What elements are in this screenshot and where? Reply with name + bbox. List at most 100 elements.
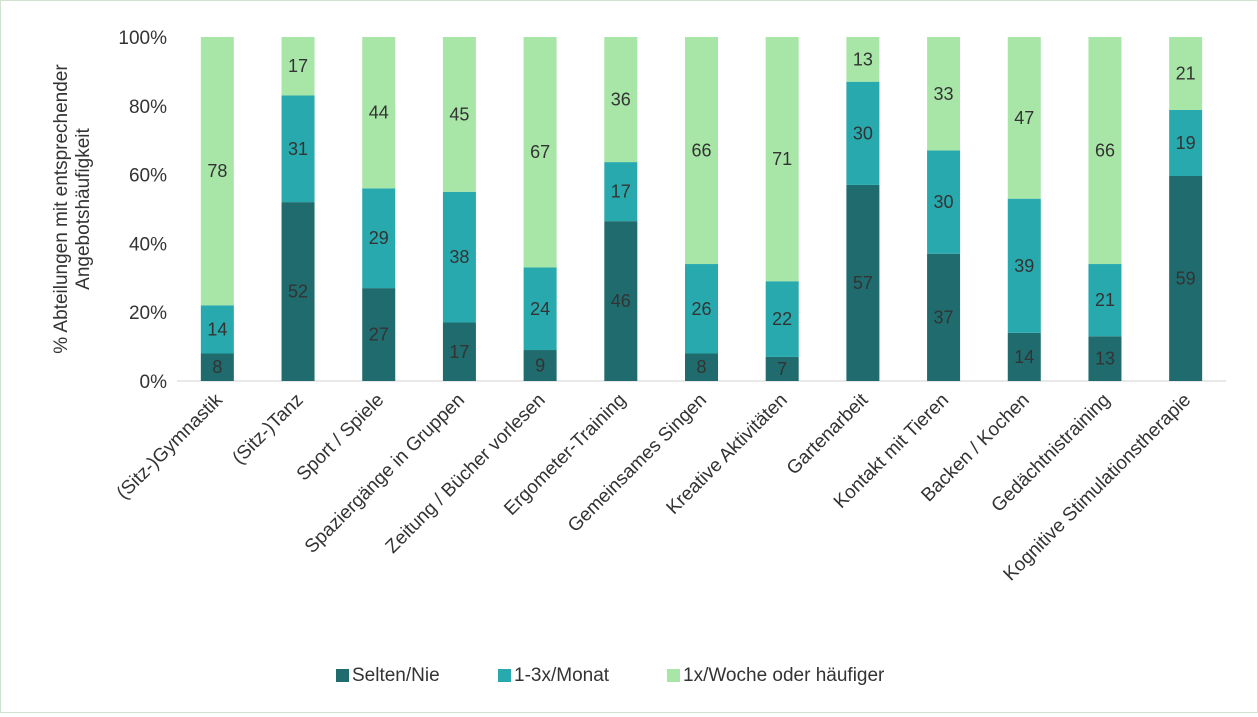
- data-label: 24: [530, 299, 550, 319]
- data-label: 17: [449, 342, 469, 362]
- legend-label: 1x/Woche oder häufiger: [683, 665, 885, 686]
- bar-segment: [1169, 175, 1203, 381]
- data-label: 14: [1014, 347, 1034, 367]
- category-label: Zeitung / Bücher vorlesen: [382, 390, 550, 558]
- data-label: 22: [772, 309, 792, 329]
- bar-segment: [442, 191, 476, 323]
- data-label: 8: [696, 357, 706, 377]
- bar-segment: [604, 37, 638, 163]
- bar-segment: [362, 188, 396, 289]
- data-label: 52: [288, 282, 308, 302]
- data-label: 8: [212, 357, 222, 377]
- legend-label: Selten/Nie: [352, 665, 440, 686]
- bar-segment: [523, 267, 557, 351]
- y-tick-label: 80%: [129, 97, 167, 118]
- bar-segment: [442, 37, 476, 192]
- bar-segment: [200, 37, 234, 306]
- bar-segment: [362, 37, 396, 189]
- data-label: 27: [369, 325, 389, 345]
- data-label: 66: [691, 141, 711, 161]
- data-label: 36: [611, 90, 631, 110]
- bar-segment: [846, 184, 880, 381]
- data-label: 30: [934, 192, 954, 212]
- data-label: 17: [288, 56, 308, 76]
- data-label: 13: [853, 49, 873, 69]
- bars-group: 8 14 78 52 31 17 27 29 44 17 38 45 9 24 67 46 17 36 8 26 66 7…: [200, 37, 1203, 381]
- bar-segment: [765, 281, 799, 357]
- y-axis: 0% 20% 40% 60% 80% 100%: [118, 28, 1226, 393]
- y-axis-title: % Abteilungen mit entsprechenderAngebots…: [51, 64, 94, 354]
- bar-segment: [604, 162, 638, 222]
- data-label: 30: [853, 123, 873, 143]
- data-label: 45: [449, 104, 469, 124]
- bar-segment: [685, 264, 718, 354]
- legend-swatch: [336, 669, 349, 682]
- bar-segment: [927, 150, 961, 254]
- data-label: 78: [207, 161, 227, 181]
- bar-segment: [442, 322, 476, 381]
- y-tick-label: 100%: [118, 28, 167, 49]
- data-label: 39: [1014, 256, 1034, 276]
- data-label: 17: [611, 182, 631, 202]
- y-tick-label: 40%: [129, 234, 167, 255]
- bar-segment: [523, 37, 557, 268]
- bar-segment: [1169, 37, 1203, 110]
- bar-segment: [1007, 37, 1041, 199]
- category-label: Gemeinsames Singen: [564, 390, 711, 537]
- data-label: 21: [1176, 63, 1196, 83]
- bar-segment: [281, 202, 315, 381]
- bar-segment: [362, 288, 396, 381]
- y-tick-label: 20%: [129, 303, 167, 324]
- category-label: (Sitz-)Gymnastik: [113, 389, 227, 503]
- legend-swatch: [498, 669, 511, 682]
- data-label: 46: [611, 291, 631, 311]
- category-label: Spaziergänge in Gruppen: [301, 390, 469, 558]
- bar-segment: [765, 356, 799, 381]
- data-label: 7: [777, 359, 787, 379]
- bar-segment: [200, 353, 234, 381]
- y-tick-label: 60%: [129, 166, 167, 187]
- data-label: 38: [449, 247, 469, 267]
- data-label: 66: [1095, 141, 1115, 161]
- bar-segment: [765, 37, 799, 282]
- legend: Selten/Nie 1-3x/Monat 1x/Woche oder häufig…: [336, 665, 885, 686]
- y-axis-title-text: % Abteilungen mit entsprechenderAngebots…: [51, 64, 94, 354]
- bar-segment: [281, 37, 315, 96]
- data-label: 13: [1095, 349, 1115, 369]
- bar-segment: [1088, 336, 1122, 381]
- data-label: 31: [288, 139, 308, 159]
- legend-swatch: [667, 669, 680, 682]
- bar-segment: [1007, 332, 1041, 381]
- data-label: 44: [369, 103, 389, 123]
- data-label: 29: [369, 228, 389, 248]
- data-label: 9: [535, 356, 545, 376]
- data-label: 26: [691, 299, 711, 319]
- data-label: 71: [772, 149, 792, 169]
- bar-segment: [685, 353, 718, 381]
- y-tick-label: 0%: [140, 372, 168, 393]
- data-label: 67: [530, 142, 550, 162]
- bar-segment: [846, 37, 880, 82]
- data-label: 57: [853, 273, 873, 293]
- data-label: 37: [934, 307, 954, 327]
- data-label: 14: [207, 319, 227, 339]
- bar-segment: [523, 350, 557, 381]
- bar-segment: [1088, 37, 1122, 265]
- bar-segment: [604, 221, 638, 381]
- bar-segment: [846, 81, 880, 185]
- bar-segment: [1088, 264, 1122, 337]
- data-label: 21: [1095, 290, 1115, 310]
- category-label: Gartenarbeit: [783, 389, 873, 479]
- data-label: 59: [1176, 268, 1196, 288]
- bar-segment: [281, 95, 315, 203]
- category-label: (Sitz-)Tanz: [229, 390, 308, 469]
- legend-label: 1-3x/Monat: [514, 665, 610, 686]
- bar-segment: [1007, 198, 1041, 333]
- bar-segment: [200, 305, 234, 354]
- data-label: 19: [1176, 133, 1196, 153]
- data-label: 33: [934, 84, 954, 104]
- data-label: 47: [1014, 108, 1034, 128]
